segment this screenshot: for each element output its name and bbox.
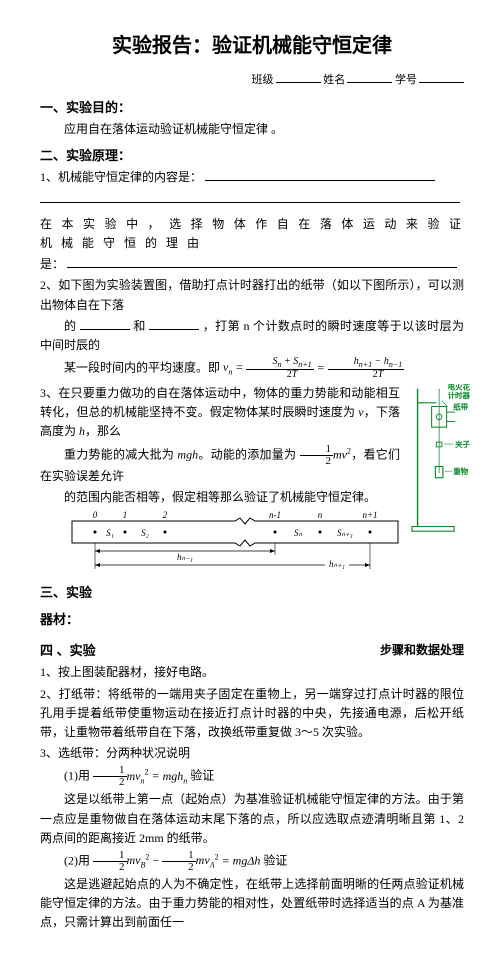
header-fields: 班级 姓名 学号 (40, 70, 464, 90)
svg-text:1: 1 (123, 511, 128, 520)
section-3-heading-b: 器材： (40, 610, 464, 631)
svg-text:n-1: n-1 (269, 511, 281, 520)
eq1: (1)用 12mvn2 = mghn 验证 (40, 765, 464, 788)
p3a-text: 3、在只要重力做功的自在落体运动中，物体的重力势能和动能相互转化，但总的机械能坚… (40, 386, 400, 419)
svg-text:S₂: S₂ (141, 528, 149, 538)
apparatus-diagram: 电火花 计时器 纸带 夹子 重物 (406, 384, 476, 534)
half-2a: 12 (93, 850, 127, 873)
p2b-blank1[interactable] (80, 317, 130, 330)
svg-text:n+1: n+1 (362, 511, 377, 520)
section-4-heading-b: 步骤和数据处理 (380, 641, 464, 660)
eq: = (317, 360, 328, 374)
label-weight: 重物 (453, 466, 468, 476)
p2a: 2、如下图为实验装置图，借助打点计时器打出的纸带（如以下图所示），可以测出物体自… (40, 276, 464, 314)
tape-diagram: 0 1 2 n-1 n n+1 S₁ S₂ Sₙ Sₙ₊₁ hₙ₋₁ (70, 511, 400, 571)
svg-text:hₙ₋₁: hₙ₋₁ (177, 552, 193, 562)
svg-text:n: n (318, 511, 323, 520)
p3b-mid: 。动能的添加量为 (198, 447, 296, 461)
eq2: (2)用 12mvB2 − 12mvA2 = mgΔh 验证 (40, 850, 464, 873)
p3b: 重力势能的减大批为 mgh。动能的添加量为 12mv2，看它们在实验误差允许 (40, 444, 400, 486)
expl1: 这是以纸带上第一点（起始点）为基准验证机械能守恒定律的方法。由于第一点应是重物做… (40, 790, 464, 848)
p2b-prefix: 的 (64, 319, 76, 333)
class-label: 班级 (252, 74, 274, 86)
eq1-suffix: 验证 (190, 769, 214, 783)
svg-text:0: 0 (93, 511, 98, 520)
name-blank[interactable] (347, 70, 392, 83)
frac-2: hn+1 − hn−1 2T (328, 357, 405, 380)
frac-1: Sn + Sn+1 2T (246, 357, 313, 380)
reason-blank-row: 是： (40, 255, 464, 274)
svg-text:S₁: S₁ (106, 528, 114, 538)
eq2-suffix: 验证 (263, 853, 287, 867)
p3a-end: ，那么 (85, 424, 121, 438)
half-2b: 12 (162, 850, 196, 873)
reason-word: 是： (40, 257, 64, 271)
half-1: 12 (93, 765, 127, 788)
step1: 1、按上图装配器材，接好电路。 (40, 663, 464, 682)
num-blank[interactable] (419, 70, 464, 83)
def-blank[interactable] (205, 168, 435, 181)
reason-blank[interactable] (67, 255, 457, 268)
svg-text:hₙ₊₁: hₙ₊₁ (329, 559, 345, 569)
step3: 3、选纸带：分两种状况说明 (40, 744, 464, 763)
label-timer2: 计时器 (448, 390, 471, 400)
section-3-heading-a: 三、实验 (40, 583, 464, 604)
half-mv2: 12 (300, 444, 334, 467)
reason-prefix: 在 本 实 验 中 ， 选 择 物 体 作 自 在 落 体 运 动 来 验 证 … (40, 217, 464, 250)
p2b-blank2[interactable] (149, 317, 199, 330)
class-blank[interactable] (276, 70, 321, 83)
p2b: 的 和 ，打第 n 个计数点时的瞬时速度等于以该时层为中间时辰的 (40, 317, 464, 355)
step2: 2、打纸带：将纸带的一端用夹子固定在重物上，另一端穿过打点计时器的限位孔用手提着… (40, 685, 464, 743)
page-title: 实验报告：验证机械能守恒定律 (40, 30, 464, 62)
label-clip: 夹子 (455, 439, 470, 449)
section-2-heading: 二、实验原理： (40, 146, 464, 167)
num-label: 学号 (395, 74, 417, 86)
svg-text:Sₙ₊₁: Sₙ₊₁ (337, 528, 353, 538)
formula-vn: vn = (223, 360, 246, 374)
p3c: 的范围内能否相等，假定相等那么验证了机械能守恒定律。 (40, 488, 400, 507)
name-label: 姓名 (323, 74, 345, 86)
purpose-text: 应用自在落体运动验证机械能守恒定律 。 (40, 120, 464, 139)
svg-text:2: 2 (163, 511, 168, 520)
expl2: 这是逃避起始点的人为不确定性，在纸带上选择前面明晰的任两点验证机械能守恒定律的方… (40, 875, 464, 933)
p3a: 3、在只要重力做功的自在落体运动中，物体的重力势能和动能相互转化，但总的机械能坚… (40, 384, 400, 442)
section-4-heading-a: 四 、实验 (40, 643, 96, 658)
p2c-text: 某一段时间内的平均速度。即 (64, 360, 223, 374)
p3b-text: 重力势能的减大批为 (64, 447, 177, 461)
svg-text:Sₙ: Sₙ (294, 528, 303, 538)
def-blank-2[interactable] (40, 190, 460, 203)
content-def-label: 1、机械能守恒定律的内容是： (40, 170, 202, 184)
label-tape: 纸带 (453, 401, 468, 411)
content-def: 1、机械能守恒定律的内容是： (40, 168, 464, 187)
section-1-heading: 一、实验目的： (40, 98, 464, 119)
p2c: 某一段时间内的平均速度。即 vn = Sn + Sn+1 2T = hn+1 −… (40, 357, 464, 380)
p2b-and: 和 (133, 319, 145, 333)
reason-line: 在 本 实 验 中 ， 选 择 物 体 作 自 在 落 体 运 动 来 验 证 … (40, 215, 464, 253)
